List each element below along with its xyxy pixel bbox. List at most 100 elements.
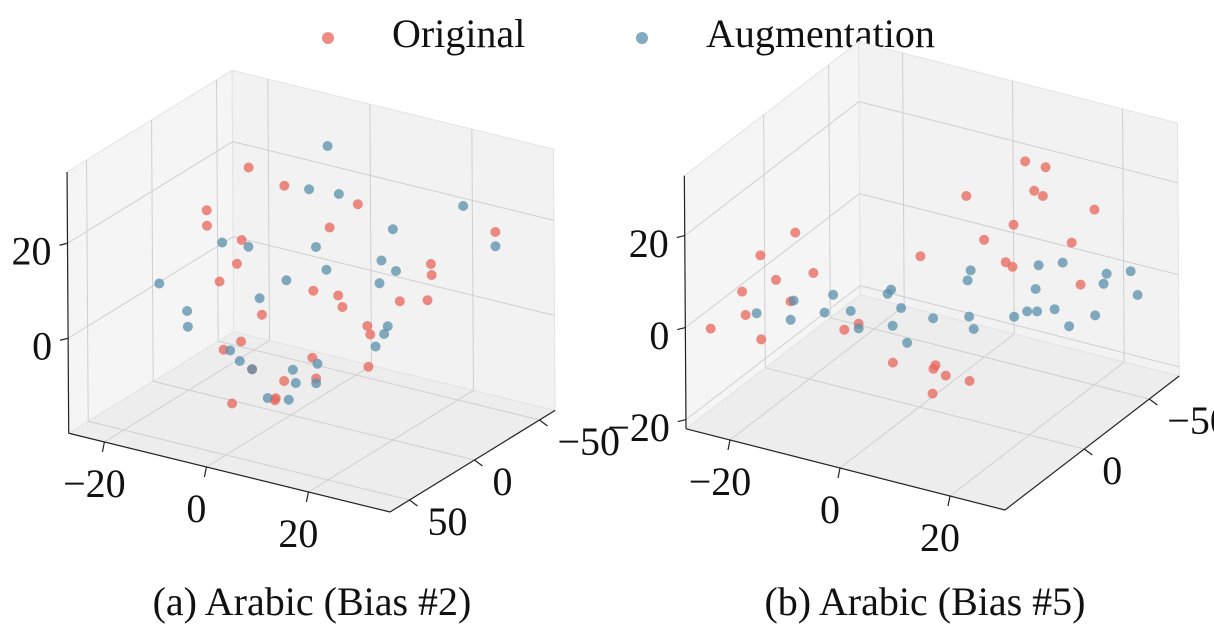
grid-line [828,64,831,318]
point [756,334,767,345]
y-tick-label: −50 [1167,398,1214,443]
point [979,234,990,245]
grid-line [232,141,555,221]
point [337,302,348,312]
z-tick-label: 20 [12,228,52,273]
point [896,303,907,313]
grid-line [830,317,1150,400]
point [886,284,897,295]
point [828,289,839,300]
panel-title: (b) Arabic (Bias #5) [764,579,1085,624]
point [370,341,381,352]
point [755,250,766,261]
point [201,220,212,231]
point [961,191,972,201]
grid-line [902,52,905,307]
panel-title: (a) Arabic (Bias #2) [153,579,472,624]
point [281,275,292,286]
point [1020,156,1031,167]
grid-line [206,364,372,468]
point [254,293,265,304]
point [324,222,335,233]
y-axis-line [1004,375,1180,511]
point [1057,257,1068,268]
point [808,268,819,278]
grid-line [765,367,1085,450]
legend-marker [636,32,648,44]
point [422,295,433,306]
point [182,321,193,332]
point [376,255,387,266]
point [352,199,363,210]
point [290,378,301,388]
z-axis-line [66,171,70,434]
tick-mark [474,459,483,467]
grid-line [153,380,475,461]
y-axis-line [389,409,556,513]
point [751,308,762,319]
tick-mark [677,419,687,423]
point [927,388,938,399]
point [234,356,245,366]
point [243,241,254,252]
point [1037,191,1048,201]
point [1032,306,1043,317]
point [1132,290,1143,300]
x-tick-label: 0 [820,487,840,532]
point [214,276,225,287]
grid-line [88,420,410,501]
z-tick-label: −20 [607,405,670,450]
point [1064,321,1075,332]
tick-mark [59,242,68,246]
z-tick-label: 0 [649,313,669,358]
point [788,295,799,306]
tick-mark [203,466,207,478]
point [705,323,716,334]
z-tick-label: 0 [32,323,52,368]
grid-line [860,285,1180,368]
point [287,364,298,375]
point [964,311,975,322]
point [362,321,373,331]
point [279,180,290,191]
point [1101,268,1112,279]
x-tick-label: 20 [278,511,318,556]
tick-mark [1083,448,1093,456]
point [217,237,228,248]
point [1125,266,1136,277]
point [1049,304,1060,315]
grid-line [763,114,766,368]
point [154,278,165,289]
point [279,376,290,386]
grid-line [67,141,233,244]
grid-line [1122,108,1125,363]
point [182,306,193,316]
grid-line [839,333,1015,469]
point [394,296,405,307]
point [201,205,212,216]
point [283,394,294,405]
point [902,337,913,348]
point [1040,162,1051,173]
tick-mark [305,491,309,503]
tick-mark [101,441,105,453]
point [262,393,273,403]
point [308,285,319,296]
x-tick-label: −20 [689,459,752,504]
legend-marker [322,32,334,44]
grid-line [369,104,372,366]
point [236,235,247,245]
tick-mark [676,235,685,239]
x-tick-label: 20 [920,515,960,560]
grid-line [218,340,540,421]
x-tick-label: −20 [63,461,126,506]
point [887,357,898,368]
tick-mark [947,495,951,507]
point [1007,261,1018,272]
point [312,358,323,369]
grid-line [233,236,555,316]
grid-line [1012,80,1015,335]
point [1033,260,1044,271]
back-pane [858,41,1180,377]
point [333,290,344,301]
